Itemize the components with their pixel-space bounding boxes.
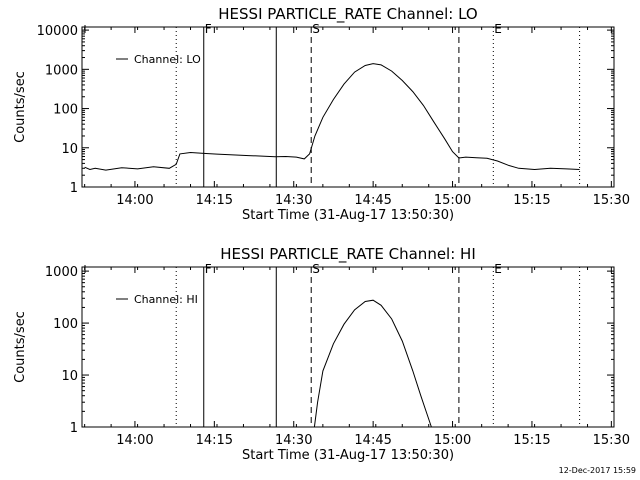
chart-panel-1: HESSI PARTICLE_RATE Channel: LO 14:00 14:1… <box>13 5 630 223</box>
x-tick-label: 15:00 <box>434 433 471 448</box>
x-tick-label: 15:15 <box>513 433 550 448</box>
chart-panel-2: HESSI PARTICLE_RATE Channel: HI 14:00 14:1… <box>13 245 630 463</box>
x-tick-label: 14:15 <box>196 433 233 448</box>
x-tick-label: 14:30 <box>275 433 312 448</box>
y-tick-label: 10 <box>61 369 78 384</box>
event-marker-label: E <box>494 262 502 276</box>
y-tick-label: 10 <box>61 142 78 157</box>
legend-label: Channel: LO <box>134 53 201 66</box>
x-axis-label: Start Time (31-Aug-17 13:50:30) <box>242 208 454 223</box>
event-marker-label: S <box>312 22 320 36</box>
chart-title: HESSI PARTICLE_RATE Channel: HI <box>220 245 476 264</box>
event-marker-label: S <box>312 262 320 276</box>
y-tick-label: 1 <box>70 181 78 196</box>
legend-label: Channel: HI <box>134 293 198 306</box>
plot-frame <box>81 26 615 188</box>
y-tick-label: 100 <box>53 317 78 332</box>
x-tick-label: 14:00 <box>116 433 153 448</box>
y-tick-label: 1 <box>70 421 78 436</box>
event-marker-label: F <box>205 262 212 276</box>
x-axis-label: Start Time (31-Aug-17 13:50:30) <box>242 448 454 463</box>
x-tick-label: 14:30 <box>275 193 312 208</box>
x-tick-label: 14:15 <box>196 193 233 208</box>
y-tick-label: 100 <box>53 103 78 118</box>
x-tick-label: 15:30 <box>593 193 630 208</box>
x-tick-label: 14:45 <box>354 193 391 208</box>
y-tick-label: 10000 <box>37 24 78 39</box>
series-line <box>313 299 432 428</box>
event-marker-label: E <box>494 22 502 36</box>
footer-timestamp: 12-Dec-2017 15:59 <box>558 466 636 475</box>
chart-title: HESSI PARTICLE_RATE Channel: LO <box>218 5 477 24</box>
y-axis-label: Counts/sec <box>13 71 28 143</box>
series-line <box>84 63 580 171</box>
x-tick-label: 15:00 <box>434 193 471 208</box>
y-tick-label: 1000 <box>45 63 78 78</box>
y-tick-label: 1000 <box>45 265 78 280</box>
x-tick-label: 15:15 <box>513 193 550 208</box>
event-marker-label: F <box>205 22 212 36</box>
x-tick-label: 14:45 <box>354 433 391 448</box>
x-tick-label: 14:00 <box>116 193 153 208</box>
y-axis-label: Counts/sec <box>13 311 28 383</box>
plot-frame <box>81 266 615 428</box>
x-tick-label: 15:30 <box>593 433 630 448</box>
